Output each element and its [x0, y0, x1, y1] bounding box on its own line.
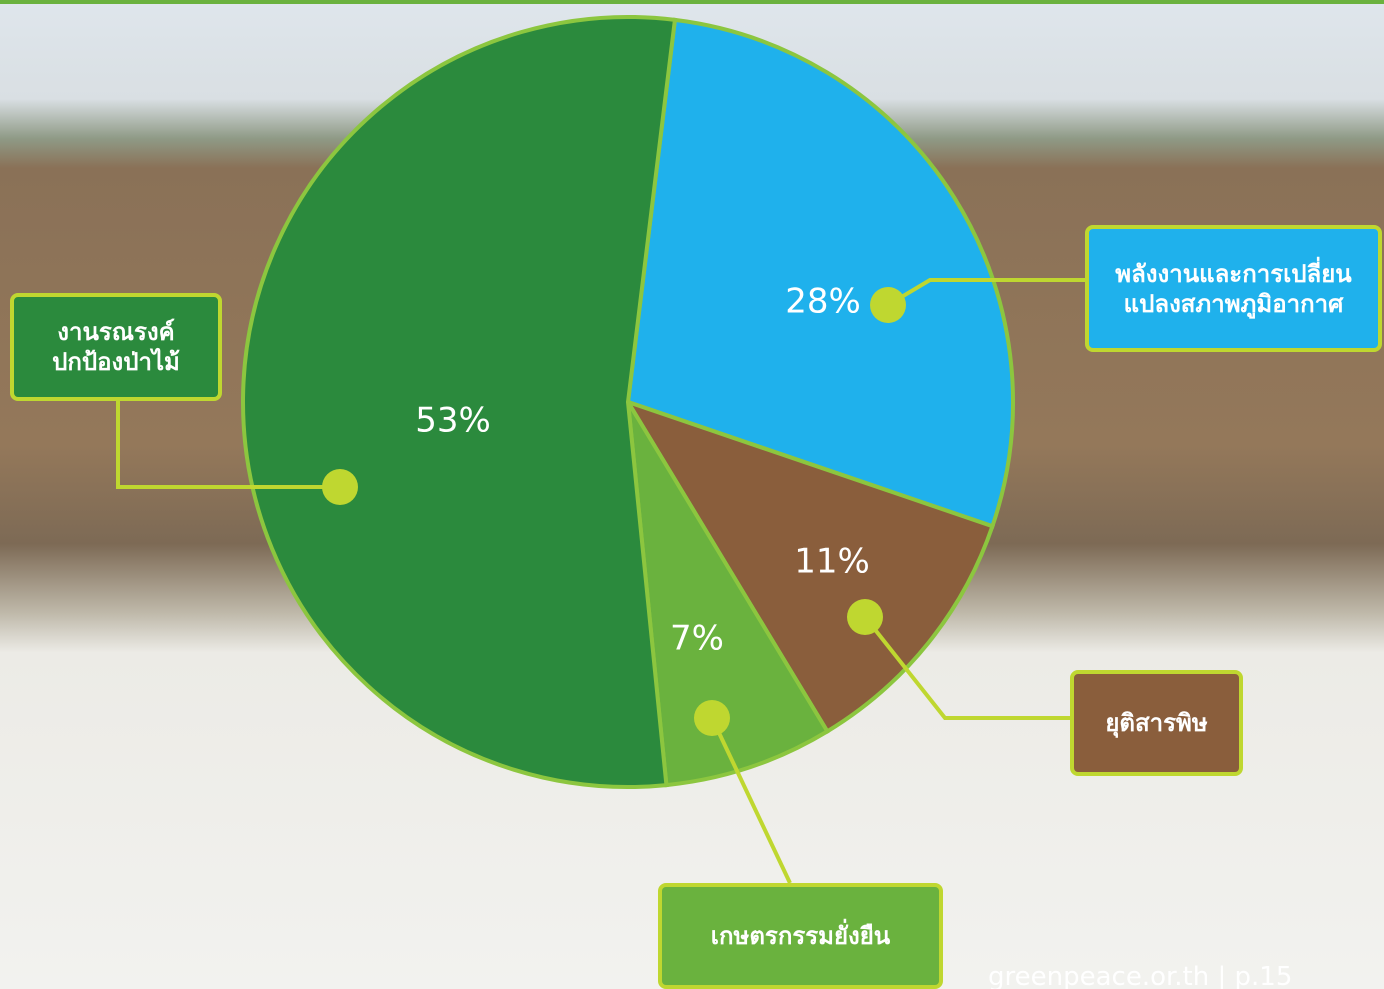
- callout-dot: [322, 469, 358, 505]
- value-label: 7%: [670, 619, 724, 659]
- pie-slice: [626, 400, 831, 788]
- callout-dot: [870, 287, 906, 323]
- value-label: 53%: [415, 401, 491, 441]
- category-label: ยุติสารพิษ: [1070, 670, 1243, 776]
- footer: greenpeace.or.th | p.15: [988, 962, 1293, 989]
- callout-dot: [694, 700, 730, 736]
- top-bar: [0, 0, 1384, 4]
- category-label: เกษตรกรรมยั่งยืน: [658, 883, 943, 989]
- connector: [863, 615, 1070, 720]
- connector: [116, 400, 340, 489]
- category-label: พลังงานและการเปลี่ยน แปลงสภาพภูมิอากาศ: [1085, 225, 1382, 352]
- pie-slice: [625, 17, 1015, 529]
- category-label: งานรณรงค์ ปกป้องป่าไม้: [10, 293, 222, 401]
- callout-dot: [847, 599, 883, 635]
- connector: [710, 717, 792, 884]
- value-label: 11%: [794, 542, 870, 582]
- pie-slice: [241, 15, 678, 789]
- pie-slice: [623, 398, 995, 735]
- value-label: 28%: [785, 282, 861, 322]
